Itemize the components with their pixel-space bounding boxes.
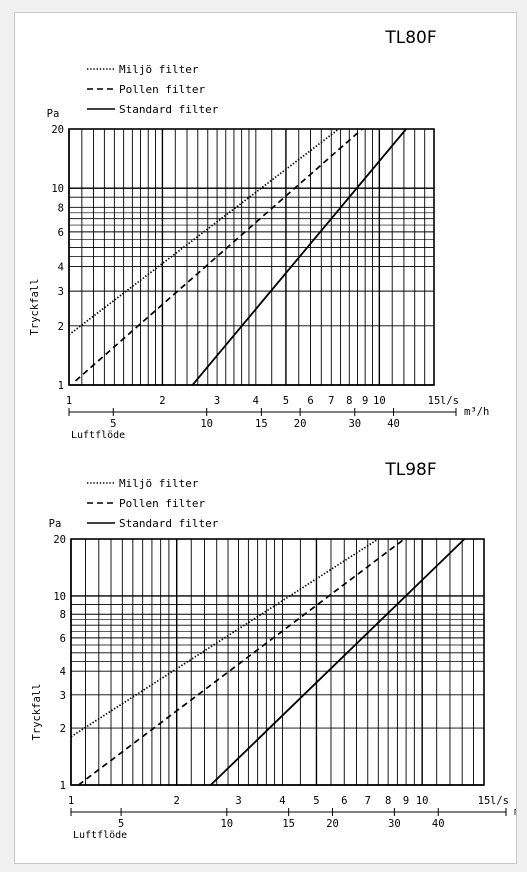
y-tick-label: 20: [51, 124, 64, 136]
x-tick-label: 2: [174, 795, 180, 807]
plot-frame: [70, 538, 485, 786]
chart-panel-tl80f: TL80F Miljö filter Pollen filter Standard f…: [29, 28, 489, 441]
secondary-unit-label: m³/h: [514, 806, 516, 818]
legend-label: Standard filter: [119, 103, 219, 116]
series-line-dashed: [77, 538, 405, 786]
x-tick-label: 3: [214, 395, 220, 407]
legend-label: Pollen filter: [119, 497, 205, 510]
secondary-tick-label: 15: [255, 418, 268, 430]
y-tick-label: 2: [60, 723, 66, 735]
figure-svg: TL80F Miljö filter Pollen filter Standard f…: [29, 28, 516, 841]
secondary-tick-label: 20: [294, 418, 307, 430]
y-tick-label: 1: [58, 380, 64, 392]
series-line-dashed: [75, 128, 363, 382]
x-tick-label: 6: [307, 395, 313, 407]
x-tick-label: 10: [416, 795, 429, 807]
x-axis-label: Luftflöde: [73, 830, 127, 841]
y-unit-label: Pa: [49, 518, 62, 530]
x-tick-label: 2: [159, 395, 165, 407]
plot-frame: [68, 128, 435, 386]
y-tick-label: 3: [58, 286, 64, 298]
x-tick-label: 9: [403, 795, 409, 807]
x-tick-label: 3: [235, 795, 241, 807]
y-tick-label: 6: [58, 227, 64, 239]
y-unit-label: Pa: [47, 108, 60, 120]
y-tick-label: 4: [60, 666, 66, 678]
chart-title: TL80F: [384, 28, 436, 48]
x-unit-label: l/s: [490, 795, 509, 807]
x-tick-label: 9: [362, 395, 368, 407]
secondary-tick-label: 30: [348, 418, 361, 430]
legend-label: Miljö filter: [119, 477, 199, 490]
x-tick-label: 15: [478, 795, 491, 807]
chart-title: TL98F: [384, 460, 436, 480]
secondary-tick-label: 40: [387, 418, 400, 430]
x-tick-label: 4: [279, 795, 285, 807]
x-tick-label: 10: [373, 395, 386, 407]
y-tick-label: 10: [53, 591, 66, 603]
series-line-dotted: [68, 128, 340, 336]
legend-label: Miljö filter: [119, 63, 199, 76]
secondary-tick-label: 30: [388, 818, 401, 830]
y-tick-label: 4: [58, 262, 64, 274]
legend-label: Pollen filter: [119, 83, 205, 96]
x-tick-label: 5: [313, 795, 319, 807]
figure-sheet: TL80F Miljö filter Pollen filter Standard f…: [14, 12, 517, 864]
y-axis-label: Tryckfall: [29, 279, 41, 336]
x-tick-label: 8: [385, 795, 391, 807]
y-tick-label: 2: [58, 321, 64, 333]
x-tick-label: 1: [68, 795, 74, 807]
y-tick-label: 8: [60, 609, 66, 621]
x-tick-label: 7: [328, 395, 334, 407]
x-tick-label: 8: [346, 395, 352, 407]
y-tick-label: 6: [60, 633, 66, 645]
x-axis-label: Luftflöde: [71, 430, 125, 441]
secondary-tick-label: 15: [282, 818, 295, 830]
y-tick-label: 8: [58, 202, 64, 214]
x-unit-label: l/s: [440, 395, 459, 407]
x-tick-label: 15: [428, 395, 441, 407]
x-tick-label: 1: [66, 395, 72, 407]
x-tick-label: 4: [253, 395, 259, 407]
series-line-solid: [210, 538, 466, 786]
y-tick-label: 20: [53, 534, 66, 546]
secondary-tick-label: 5: [110, 418, 116, 430]
secondary-tick-label: 5: [118, 818, 124, 830]
y-axis-label: Tryckfall: [31, 684, 43, 741]
y-tick-label: 1: [60, 780, 66, 792]
x-tick-label: 7: [365, 795, 371, 807]
x-tick-label: 6: [341, 795, 347, 807]
y-tick-label: 10: [51, 183, 64, 195]
series-line-dotted: [70, 538, 379, 738]
y-tick-label: 3: [60, 690, 66, 702]
secondary-tick-label: 10: [200, 418, 213, 430]
x-tick-label: 5: [283, 395, 289, 407]
secondary-tick-label: 10: [220, 818, 233, 830]
chart-panel-tl98f: TL98F Miljö filter Pollen filter Standard f…: [31, 460, 516, 841]
legend-label: Standard filter: [119, 517, 219, 530]
secondary-unit-label: m³/h: [464, 406, 489, 418]
series-line-solid: [191, 128, 407, 386]
secondary-tick-label: 20: [326, 818, 339, 830]
secondary-tick-label: 40: [432, 818, 445, 830]
